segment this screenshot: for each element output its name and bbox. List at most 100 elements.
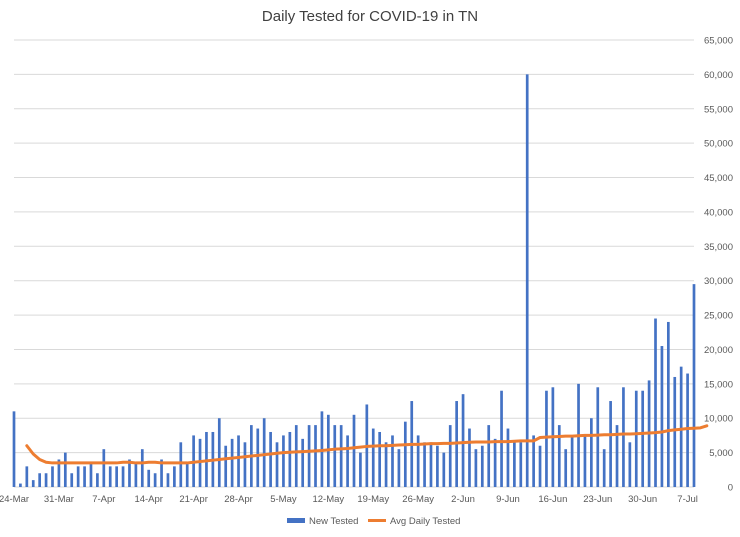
x-tick-label: 30-Jun: [628, 494, 657, 505]
bar-new-tested: [282, 435, 285, 487]
bar-new-tested: [391, 435, 394, 487]
bar-new-tested: [525, 74, 529, 487]
bar-new-tested: [628, 442, 632, 487]
bar-new-tested: [102, 449, 106, 487]
bar-new-tested: [108, 466, 112, 487]
bar-new-tested: [89, 462, 93, 487]
bar-new-tested: [96, 473, 99, 487]
bar-new-tested: [596, 387, 600, 487]
x-tick-label: 14-Apr: [134, 494, 163, 505]
bar-new-tested: [666, 321, 670, 487]
x-tick-label: 2-Jun: [451, 494, 475, 505]
bar-new-tested: [19, 483, 22, 487]
y-tick-label: 5,000: [709, 448, 733, 459]
legend-bar-swatch: [287, 518, 305, 523]
bar-new-tested: [557, 425, 561, 487]
bar-new-tested: [333, 425, 337, 487]
bar-new-tested: [513, 442, 516, 487]
bar-new-tested: [416, 435, 420, 487]
gridlines: [14, 39, 694, 488]
bar-new-tested: [423, 442, 426, 487]
bar-new-tested: [654, 318, 657, 487]
bar-new-tested: [51, 466, 54, 487]
bar-new-tested: [359, 452, 362, 487]
x-tick-label: 12-May: [312, 494, 344, 505]
bar-new-tested: [622, 387, 625, 487]
bar-new-tested: [230, 438, 234, 487]
y-tick-label: 15,000: [704, 379, 733, 390]
bar-new-tested: [442, 452, 446, 487]
x-tick-label: 24-Mar: [0, 494, 29, 505]
bar-new-tested: [185, 462, 189, 487]
bar-new-tested: [31, 480, 35, 487]
bar-new-tested: [673, 376, 677, 487]
bar-new-tested: [12, 411, 16, 487]
bar-new-tested: [570, 435, 574, 487]
x-tick-label: 19-May: [357, 494, 389, 505]
bar-new-tested: [532, 435, 535, 487]
bar-new-tested: [474, 449, 478, 487]
bar-new-tested: [378, 431, 382, 487]
bar-new-tested: [519, 442, 523, 487]
x-tick-label: 28-Apr: [224, 494, 253, 505]
bar-new-tested: [660, 346, 664, 487]
bar-new-tested: [173, 466, 176, 487]
bar-new-tested: [487, 425, 491, 487]
bar-new-tested: [128, 459, 131, 487]
x-tick-label: 9-Jun: [496, 494, 520, 505]
bar-new-tested: [314, 425, 317, 487]
bar-new-tested: [269, 431, 272, 487]
bar-new-tested: [641, 390, 645, 487]
x-tick-label: 5-May: [270, 494, 297, 505]
y-tick-label: 65,000: [704, 36, 733, 47]
bar-new-tested: [83, 466, 86, 487]
x-tick-label: 31-Mar: [44, 494, 74, 505]
y-tick-label: 45,000: [704, 173, 733, 184]
avg-daily-tested-line: [25, 424, 709, 465]
bar-new-tested: [70, 473, 74, 487]
y-tick-label: 20,000: [704, 345, 733, 356]
y-axis-ticks: 0 5,000 10,000 15,000 20,000 25,000 30,000 35,0…: [704, 36, 733, 494]
y-tick-label: 40,000: [704, 207, 733, 218]
bar-new-tested: [384, 442, 388, 487]
legend-label-avg-daily-tested: Avg Daily Tested: [390, 516, 460, 527]
y-tick-label: 0: [728, 483, 733, 494]
chart-title: Daily Tested for COVID-19 in TN: [261, 8, 479, 25]
bar-new-tested: [57, 459, 61, 487]
bar-new-tested: [275, 442, 279, 487]
bar-new-tested: [436, 445, 439, 487]
bar-new-tested: [679, 366, 683, 487]
x-tick-label: 23-Jun: [583, 494, 612, 505]
bar-new-tested: [480, 445, 484, 487]
bar-new-tested: [448, 425, 452, 487]
bar-new-tested: [115, 466, 118, 487]
x-tick-label: 7-Jul: [677, 494, 698, 505]
bar-new-tested: [243, 442, 247, 487]
y-tick-label: 10,000: [704, 414, 733, 425]
y-tick-label: 35,000: [704, 242, 733, 253]
bar-new-tested: [76, 466, 80, 487]
bar-new-tested: [403, 421, 407, 487]
bar-new-tested: [301, 438, 305, 487]
bar-new-tested: [583, 435, 587, 487]
y-tick-label: 25,000: [704, 311, 733, 322]
bar-new-tested: [63, 452, 67, 487]
bar-new-tested: [307, 425, 311, 487]
bar-new-tested: [602, 449, 606, 487]
bar-new-tested: [634, 390, 638, 487]
bar-new-tested: [686, 373, 689, 487]
bar-new-tested: [346, 435, 349, 487]
bar-new-tested: [493, 438, 497, 487]
y-tick-label: 50,000: [704, 139, 733, 150]
bar-new-tested: [153, 473, 157, 487]
bar-new-tested: [44, 473, 48, 487]
y-tick-label: 60,000: [704, 70, 733, 81]
bar-new-tested: [140, 449, 144, 487]
y-tick-label: 30,000: [704, 276, 733, 287]
x-tick-label: 7-Apr: [92, 494, 115, 505]
bar-new-tested: [506, 428, 510, 487]
bar-new-tested: [288, 431, 292, 487]
bar-new-tested: [256, 428, 260, 487]
bar-new-tested: [339, 425, 343, 487]
bar-new-tested: [134, 462, 138, 487]
